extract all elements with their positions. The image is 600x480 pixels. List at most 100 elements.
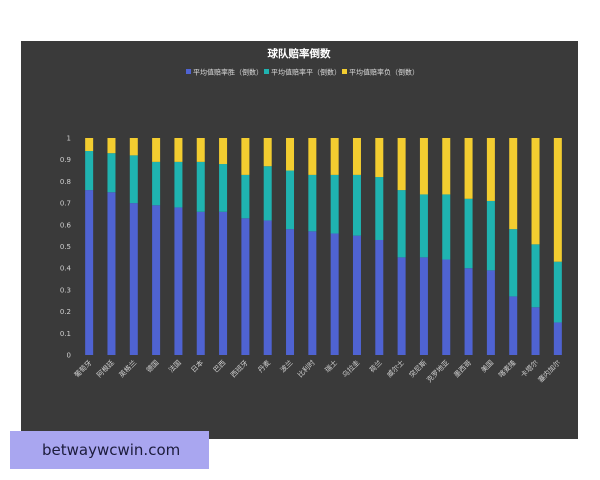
bar-segment-series-1[interactable] <box>509 296 518 355</box>
x-tick-label: 美国 <box>479 358 495 374</box>
bar-segment-series-1[interactable] <box>419 257 428 355</box>
bar-stack-6[interactable] <box>196 138 205 355</box>
bar-segment-series-1[interactable] <box>308 231 317 355</box>
bar-segment-series-1[interactable] <box>196 211 205 355</box>
x-tick-label: 法国 <box>167 358 183 374</box>
bar-segment-series-3[interactable] <box>286 138 295 171</box>
x-axis: 葡萄牙 阿根廷 英格兰 德国 法国 日本 巴西 西班牙 丹麦 波兰 比利时 瑞士 乌拉圭 荷兰 威尔士 突尼斯… <box>72 358 562 384</box>
bar-segment-series-1[interactable] <box>219 211 228 355</box>
bar-segment-series-3[interactable] <box>509 138 518 230</box>
bar-segment-series-2[interactable] <box>464 198 473 269</box>
bar-segment-series-1[interactable] <box>442 259 451 355</box>
bar-stack-17[interactable] <box>442 138 451 355</box>
bar-segment-series-2[interactable] <box>129 155 138 204</box>
bar-segment-series-3[interactable] <box>85 138 94 152</box>
bar-segment-series-1[interactable] <box>286 229 295 355</box>
legend-label: 平均值赔率平（倒数） <box>271 68 341 77</box>
bar-segment-series-2[interactable] <box>375 177 384 240</box>
bar-segment-series-3[interactable] <box>174 138 183 162</box>
bar-segment-series-1[interactable] <box>241 218 250 355</box>
chart-legend: 平均值赔率胜（倒数） 平均值赔率平（倒数） 平均值赔率负（倒数） <box>186 68 419 77</box>
bar-stack-8[interactable] <box>241 138 250 355</box>
bar-segment-series-2[interactable] <box>152 161 161 206</box>
bar-segment-series-3[interactable] <box>263 138 272 167</box>
bar-segment-series-3[interactable] <box>486 138 495 201</box>
bar-segment-series-1[interactable] <box>107 192 116 355</box>
bar-segment-series-2[interactable] <box>107 153 116 193</box>
bar-segment-series-2[interactable] <box>308 174 317 232</box>
bar-segment-series-2[interactable] <box>352 174 361 236</box>
bar-segment-series-2[interactable] <box>531 244 540 308</box>
bar-segment-series-1[interactable] <box>464 268 473 355</box>
bar-segment-series-3[interactable] <box>152 138 161 162</box>
bar-segment-series-2[interactable] <box>330 174 339 234</box>
bar-segment-series-3[interactable] <box>442 138 451 195</box>
bar-segment-series-3[interactable] <box>352 138 361 175</box>
bar-segment-series-2[interactable] <box>397 190 406 258</box>
bar-stack-12[interactable] <box>330 138 339 355</box>
bar-segment-series-2[interactable] <box>85 151 94 191</box>
bar-stack-3[interactable] <box>129 138 138 355</box>
bar-segment-series-1[interactable] <box>375 239 384 355</box>
bar-segment-series-1[interactable] <box>397 257 406 355</box>
bar-segment-series-2[interactable] <box>241 174 250 219</box>
bar-segment-series-2[interactable] <box>263 166 272 221</box>
bar-stack-21[interactable] <box>531 138 540 355</box>
bar-segment-series-3[interactable] <box>107 138 116 154</box>
bar-stack-16[interactable] <box>419 138 428 355</box>
bar-segment-series-3[interactable] <box>196 138 205 162</box>
bar-stack-2[interactable] <box>107 138 116 355</box>
x-tick-label: 墨西哥 <box>452 359 473 380</box>
bar-stack-4[interactable] <box>152 138 161 355</box>
bar-stack-7[interactable] <box>219 138 228 355</box>
bar-stack-20[interactable] <box>509 138 518 355</box>
y-tick-label: 0.5 <box>60 243 71 251</box>
bar-segment-series-1[interactable] <box>129 203 138 355</box>
bar-segment-series-3[interactable] <box>219 138 228 165</box>
bar-segment-series-3[interactable] <box>129 138 138 156</box>
bar-segment-series-1[interactable] <box>486 270 495 355</box>
bar-segment-series-3[interactable] <box>464 138 473 199</box>
bar-segment-series-3[interactable] <box>553 138 562 262</box>
bar-segment-series-2[interactable] <box>553 261 562 323</box>
bar-stack-18[interactable] <box>464 138 473 355</box>
x-tick-label: 乌拉圭 <box>340 358 361 379</box>
bar-segment-series-3[interactable] <box>308 138 317 175</box>
bar-stack-10[interactable] <box>286 138 295 355</box>
legend-item-1[interactable]: 平均值赔率胜（倒数） <box>186 68 263 77</box>
bar-segment-series-1[interactable] <box>263 220 272 355</box>
bar-segment-series-1[interactable] <box>174 207 183 355</box>
bar-segment-series-3[interactable] <box>375 138 384 178</box>
bar-segment-series-3[interactable] <box>419 138 428 195</box>
bar-segment-series-1[interactable] <box>152 205 161 355</box>
bar-segment-series-2[interactable] <box>419 194 428 258</box>
bar-stack-9[interactable] <box>263 138 272 355</box>
bar-stack-13[interactable] <box>352 138 361 355</box>
bar-segment-series-2[interactable] <box>196 161 205 212</box>
bar-stack-5[interactable] <box>174 138 183 355</box>
bar-segment-series-1[interactable] <box>330 233 339 355</box>
bar-segment-series-3[interactable] <box>531 138 540 245</box>
y-tick-label: 0.7 <box>60 200 71 208</box>
bar-stack-14[interactable] <box>375 138 384 355</box>
bar-stack-19[interactable] <box>486 138 495 355</box>
bar-segment-series-3[interactable] <box>397 138 406 191</box>
bar-segment-series-1[interactable] <box>553 322 562 355</box>
bar-segment-series-3[interactable] <box>241 138 250 175</box>
bar-segment-series-2[interactable] <box>509 229 518 297</box>
bar-segment-series-1[interactable] <box>352 235 361 355</box>
legend-item-2[interactable]: 平均值赔率平（倒数） <box>264 68 341 77</box>
bar-segment-series-2[interactable] <box>486 200 495 271</box>
bar-stack-11[interactable] <box>308 138 317 355</box>
bar-segment-series-2[interactable] <box>442 194 451 260</box>
bar-segment-series-2[interactable] <box>219 164 228 212</box>
bar-segment-series-1[interactable] <box>531 307 540 355</box>
bar-segment-series-2[interactable] <box>174 161 183 208</box>
bar-segment-series-1[interactable] <box>85 190 94 355</box>
bar-stack-15[interactable] <box>397 138 406 355</box>
legend-item-3[interactable]: 平均值赔率负（倒数） <box>342 68 419 77</box>
bar-stack-1[interactable] <box>85 138 94 355</box>
bar-segment-series-3[interactable] <box>330 138 339 175</box>
bar-stack-22[interactable] <box>553 138 562 355</box>
bar-segment-series-2[interactable] <box>286 170 295 230</box>
